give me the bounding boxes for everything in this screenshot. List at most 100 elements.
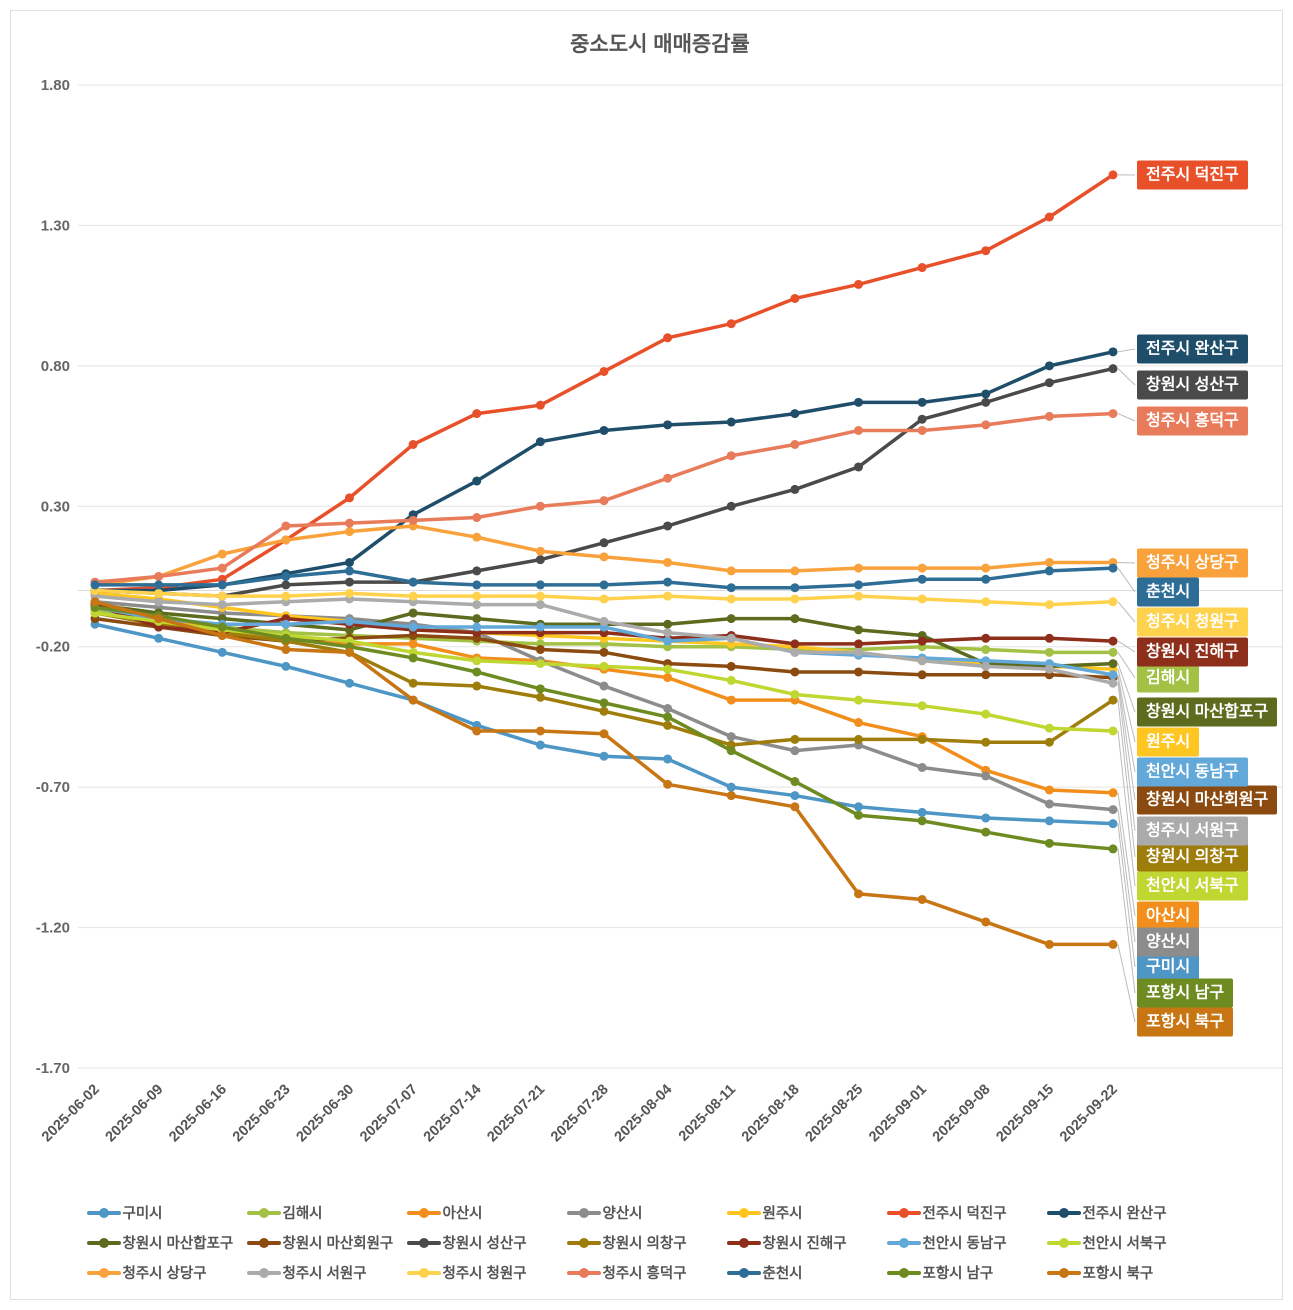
series-dot — [981, 633, 991, 643]
series-end-label: 양산시 — [1137, 927, 1200, 957]
legend-item[interactable]: 창원시 진해구 — [726, 1232, 887, 1253]
legend-item[interactable]: 창원시 마산회원구 — [246, 1232, 407, 1253]
x-tick-label: 2025-09-08 — [930, 1082, 994, 1146]
series-end-label: 청주시 상당구 — [1137, 548, 1248, 578]
series-dot — [981, 917, 991, 927]
series-dot — [408, 653, 418, 663]
legend-label: 청주시 서원구 — [282, 1266, 367, 1282]
y-tick-label: -0.20 — [36, 639, 70, 656]
series-dot — [217, 647, 227, 657]
series-dot — [154, 572, 164, 581]
legend-item[interactable]: 천안시 서북구 — [1046, 1232, 1207, 1253]
y-tick-label: 1.30 — [41, 217, 70, 234]
series-dot — [1044, 816, 1054, 826]
legend-label: 전주시 완산구 — [1082, 1206, 1167, 1222]
legend-line-dot-icon — [406, 1237, 441, 1248]
end-label-connector — [1117, 944, 1136, 1023]
series-dot — [535, 659, 545, 669]
legend-item[interactable]: 전주시 덕진구 — [886, 1202, 1047, 1223]
legend-label: 천안시 동남구 — [922, 1236, 1007, 1252]
series-dot — [663, 754, 673, 764]
legend-line-dot-icon — [726, 1207, 761, 1218]
legend-item[interactable]: 창원시 의창구 — [566, 1232, 727, 1253]
end-label-connector — [1117, 669, 1136, 743]
series-end-label: 구미시 — [1137, 952, 1200, 982]
series-dot — [535, 437, 545, 447]
series-dot — [1044, 723, 1054, 733]
legend-item[interactable]: 포항시 북구 — [1046, 1262, 1207, 1283]
series-dot — [472, 566, 482, 576]
legend-line-dot-icon — [726, 1237, 761, 1248]
legend-item[interactable]: 청주시 서원구 — [246, 1262, 407, 1283]
legend-item[interactable]: 김해시 — [246, 1202, 407, 1223]
legend-item[interactable]: 청주시 청원구 — [406, 1262, 567, 1283]
legend-label: 김해시 — [282, 1206, 323, 1222]
series-dot — [599, 706, 609, 716]
series-dot — [599, 751, 609, 761]
end-label-connector — [1117, 809, 1136, 943]
chart-legend: 구미시 김해시 아산시 양산시 원주시 전주시 덕진구 전주시 완산구 창원시 마산합포구 창원… — [0, 1202, 1293, 1283]
series-dot — [790, 746, 800, 756]
legend-item[interactable]: 포항시 남구 — [886, 1262, 1047, 1283]
series-dot — [535, 600, 545, 610]
legend-line-dot-icon — [246, 1237, 281, 1248]
series-dot — [917, 414, 927, 424]
legend-item[interactable]: 양산시 — [566, 1202, 727, 1223]
series-end-label: 포항시 북구 — [1137, 1007, 1234, 1037]
legend-item[interactable]: 전주시 완산구 — [1046, 1202, 1207, 1223]
series-dot — [854, 802, 863, 812]
legend-item[interactable]: 구미시 — [86, 1202, 247, 1223]
series-dot — [981, 771, 991, 781]
series-dot — [663, 420, 673, 430]
x-tick-label: 2025-09-22 — [1057, 1082, 1121, 1146]
series-dot — [535, 684, 545, 694]
series-end-label: 전주시 완산구 — [1137, 334, 1248, 364]
series-dot — [535, 622, 545, 632]
legend-item[interactable]: 창원시 성산구 — [406, 1232, 567, 1253]
series-dot — [1044, 361, 1054, 371]
legend-item[interactable]: 창원시 마산합포구 — [86, 1232, 247, 1253]
legend-label: 구미시 — [122, 1206, 163, 1222]
legend-item[interactable]: 청주시 상당구 — [86, 1262, 247, 1283]
x-tick-label: 2025-08-18 — [739, 1082, 803, 1146]
series-dot — [217, 563, 227, 573]
series-end-label: 창원시 마산합포구 — [1137, 697, 1278, 727]
series-end-label: 전주시 덕진구 — [1137, 160, 1248, 190]
legend-item[interactable]: 천안시 동남구 — [886, 1232, 1047, 1253]
y-tick-label: -1.70 — [36, 1060, 70, 1077]
series-dot — [472, 600, 482, 610]
end-label-connector — [1117, 663, 1136, 713]
series-dot — [981, 597, 991, 607]
series-dot — [281, 645, 291, 655]
end-label-connector — [1117, 348, 1136, 353]
series-dot — [1108, 647, 1118, 657]
series-dot — [1044, 566, 1054, 576]
series-dot — [345, 577, 354, 587]
legend-item[interactable]: 청주시 흥덕구 — [566, 1262, 727, 1283]
series-dot — [790, 614, 800, 624]
legend-item[interactable]: 아산시 — [406, 1202, 567, 1223]
series-dot — [663, 704, 673, 714]
x-tick-label: 2025-06-23 — [230, 1082, 294, 1146]
legend-item[interactable]: 춘천시 — [726, 1262, 887, 1283]
series-dot — [917, 762, 927, 772]
x-tick-label: 2025-09-01 — [866, 1082, 930, 1146]
series-dot — [790, 802, 800, 812]
y-tick-label: 1.80 — [41, 77, 70, 94]
series-dot — [790, 689, 800, 699]
series-dot — [472, 656, 482, 666]
series-dot — [217, 591, 227, 601]
series-dot — [663, 577, 673, 587]
series-dot — [981, 670, 991, 680]
legend-label: 창원시 진해구 — [762, 1236, 847, 1252]
series-dot — [726, 451, 736, 461]
series-dot — [854, 810, 863, 820]
series-dot — [535, 740, 545, 750]
legend-item[interactable]: 원주시 — [726, 1202, 887, 1223]
series-dot — [1108, 659, 1118, 669]
series-dot — [1044, 212, 1054, 222]
series-dot — [663, 333, 673, 343]
series-dot — [790, 439, 800, 449]
series-dot — [408, 608, 418, 618]
series-dot — [1044, 633, 1054, 643]
